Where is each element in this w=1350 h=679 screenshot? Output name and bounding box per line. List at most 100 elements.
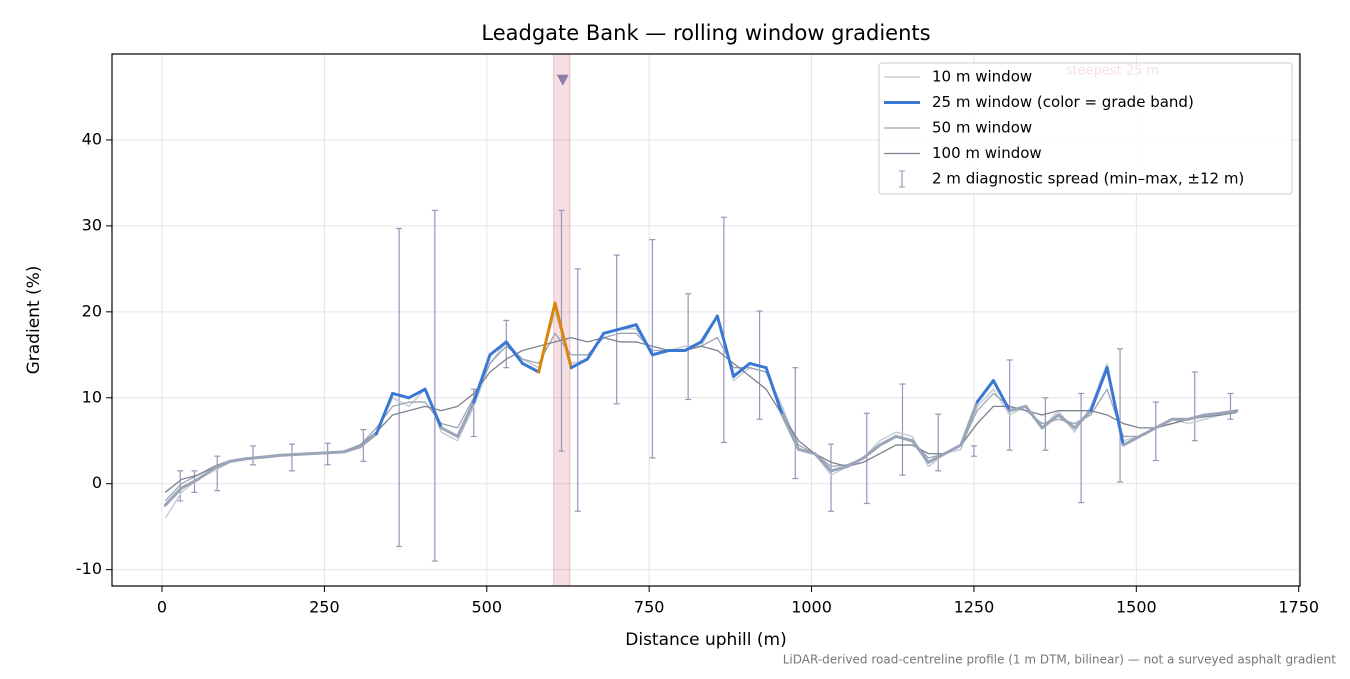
- line-segment: [293, 452, 313, 457]
- legend-label: 2 m diagnostic spread (min–max, ±12 m): [932, 170, 1244, 188]
- x-tick-label: 1750: [1278, 598, 1319, 617]
- line-segment: [1186, 413, 1207, 421]
- line-segment: [862, 443, 882, 460]
- line-segment: [228, 457, 248, 463]
- line-segment: [975, 379, 995, 404]
- error-bar: [574, 268, 581, 512]
- line-segment: [261, 453, 281, 459]
- error-bar: [249, 445, 256, 466]
- annotation-marker: [556, 74, 569, 86]
- error-bar: [863, 412, 870, 505]
- x-tick-label: 750: [634, 598, 665, 617]
- error-bar: [214, 455, 221, 492]
- line-segment: [991, 379, 1012, 413]
- line-segment: [423, 387, 443, 430]
- legend-label: 10 m window: [932, 68, 1032, 86]
- line-segment: [926, 452, 947, 464]
- line-segment: [472, 353, 492, 404]
- legend-label: 100 m window: [932, 144, 1042, 162]
- error-bar: [720, 216, 727, 444]
- line-segment: [277, 453, 297, 457]
- y-tick-label: -10: [76, 559, 102, 578]
- y-tick-label: 30: [82, 215, 102, 234]
- line-segment: [1073, 409, 1093, 430]
- line-segment: [163, 486, 183, 507]
- line-segment: [602, 327, 622, 335]
- legend-label: 50 m window: [932, 119, 1032, 137]
- line-segment: [1056, 413, 1077, 430]
- error-bar: [1152, 401, 1159, 462]
- line-segment: [521, 361, 541, 374]
- footnote: LiDAR-derived road-centreline profile (1…: [783, 653, 1337, 667]
- x-tick-label: 1500: [1116, 598, 1157, 617]
- line-segment: [488, 340, 508, 357]
- legend-label: 25 m window (color = grade band): [932, 93, 1194, 111]
- line-segment: [196, 466, 216, 481]
- chart-title: Leadgate Bank — rolling window gradients: [481, 21, 930, 45]
- line-segment: [813, 452, 833, 473]
- line-segment: [407, 387, 427, 400]
- x-tick-label: 1250: [954, 598, 995, 617]
- line-segment: [1105, 366, 1125, 447]
- error-bar: [1191, 371, 1198, 442]
- error-bar: [649, 239, 656, 459]
- line-segment: [326, 450, 346, 455]
- x-tick-label: 1000: [791, 598, 832, 617]
- x-tick-label: 250: [309, 598, 340, 617]
- line-segment: [439, 426, 460, 438]
- line-segment: [943, 443, 963, 456]
- line-segment: [910, 439, 930, 464]
- line-segment: [829, 465, 849, 473]
- line-segment: [699, 314, 719, 344]
- line-segment: [180, 477, 200, 490]
- line-segment: [456, 400, 476, 438]
- line-segment: [1219, 409, 1239, 415]
- error-bar: [396, 227, 403, 548]
- line-segment: [585, 331, 606, 361]
- plot-frame: [111, 53, 1301, 587]
- line-segment: [1008, 404, 1028, 413]
- line-segment: [1024, 404, 1044, 430]
- error-bar: [1117, 348, 1124, 483]
- error-bar: [1078, 392, 1085, 504]
- error-bar: [1227, 392, 1234, 420]
- line-segment: [342, 445, 362, 454]
- legend: 10 m window 25 m window (color = grade ba…: [878, 62, 1293, 195]
- line-segment: [748, 361, 768, 370]
- line-segment: [894, 434, 914, 443]
- line-segment: [959, 400, 979, 447]
- line-segment: [391, 391, 411, 400]
- line-segment: [878, 434, 898, 447]
- error-bar: [828, 443, 835, 512]
- line-segment: [569, 357, 589, 370]
- line-segment: [797, 447, 817, 456]
- error-bar: [288, 443, 295, 472]
- line-segment: [1203, 411, 1223, 417]
- line-segment: [244, 455, 265, 461]
- line-segment: [845, 456, 866, 469]
- x-tick-label: 500: [472, 598, 503, 617]
- line-segment: [650, 349, 671, 357]
- line-segment: [618, 323, 638, 331]
- y-tick-label: 10: [82, 387, 102, 406]
- line-segment: [1121, 434, 1142, 447]
- line-segment: [212, 459, 232, 470]
- line-segment: [1154, 417, 1174, 430]
- error-bar: [1006, 359, 1013, 451]
- legend-box: [878, 62, 1293, 195]
- line-segment: [504, 340, 525, 365]
- x-axis-label: Distance uphill (m): [625, 630, 786, 650]
- line-segment: [715, 314, 736, 378]
- line-segment: [537, 301, 557, 374]
- y-tick-label: 20: [82, 301, 102, 320]
- x-tick-label: 0: [157, 598, 167, 617]
- y-tick-label: 0: [92, 473, 102, 492]
- line-segment: [764, 366, 784, 417]
- error-bar: [431, 209, 438, 562]
- line-segment: [1089, 366, 1109, 413]
- line-segment: [358, 432, 378, 449]
- y-axis-label: Gradient (%): [24, 266, 44, 375]
- line-segment: [374, 391, 395, 436]
- line-segment: [1040, 413, 1060, 430]
